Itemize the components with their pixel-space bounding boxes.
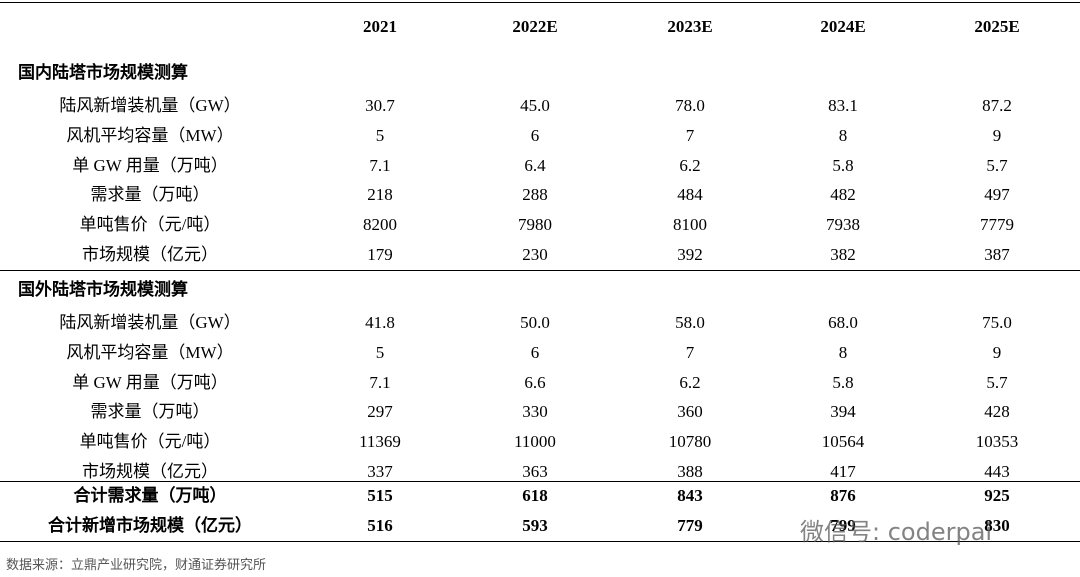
cell-value: 9: [992, 342, 1002, 362]
cell-value: 10564: [821, 432, 865, 452]
column-header: 2021: [363, 17, 397, 36]
cell-value: 7: [685, 125, 695, 145]
cell-value: 7: [685, 342, 695, 362]
cell-value: 9: [992, 125, 1002, 145]
cell-value: 6.2: [679, 372, 701, 392]
cell-value: 7779: [980, 215, 1014, 235]
cell-value: 68.0: [828, 313, 858, 332]
cell-value: 78.0: [675, 96, 705, 115]
total-label: 合计需求量（万吨）: [73, 486, 227, 505]
cell-value: 7.1: [369, 372, 391, 392]
cell-value: 5.7: [986, 155, 1008, 175]
total-label: 合计新增市场规模（亿元）: [48, 516, 252, 535]
cell-value: 482: [830, 185, 856, 205]
row-label: 市场规模（亿元）: [82, 462, 218, 481]
source-note: 数据来源：立鼎产业研究院，财通证券研究所: [6, 557, 267, 572]
cell-value: 7.1: [369, 155, 391, 175]
cell-value: 8: [838, 342, 848, 362]
cell-value: 11000: [514, 432, 556, 452]
cell-value: 230: [522, 245, 548, 264]
cell-value: 297: [367, 402, 393, 422]
total-value: 516: [367, 516, 393, 535]
row-label: 单吨售价（元/吨）: [79, 215, 221, 235]
column-header: 2025E: [974, 17, 1020, 36]
row-label: 陆风新增装机量（GW）: [59, 313, 241, 332]
cell-value: 6.6: [524, 372, 546, 392]
cell-value: 392: [677, 245, 703, 264]
cell-value: 5: [375, 342, 385, 362]
cell-value: 497: [984, 185, 1010, 205]
cell-value: 8200: [363, 215, 397, 235]
cell-value: 179: [367, 245, 393, 264]
cell-value: 11369: [359, 432, 401, 452]
row-label: 需求量（万吨）: [90, 185, 210, 205]
row-label: 陆风新增装机量（GW）: [59, 96, 241, 115]
total-value: 618: [522, 486, 548, 505]
cell-value: 484: [677, 185, 703, 205]
total-value: 925: [984, 486, 1010, 505]
cell-value: 83.1: [828, 96, 858, 115]
cell-value: 45.0: [520, 96, 550, 115]
rule: [0, 2, 1080, 3]
cell-value: 363: [522, 462, 548, 481]
rule: [0, 481, 1080, 482]
cell-value: 30.7: [365, 96, 395, 115]
cell-value: 7938: [826, 215, 860, 235]
cell-value: 6.4: [524, 155, 546, 175]
row-label: 单吨售价（元/吨）: [79, 432, 221, 452]
cell-value: 360: [677, 402, 703, 422]
cell-value: 218: [367, 185, 393, 205]
cell-value: 6.2: [679, 155, 701, 175]
cell-value: 428: [984, 402, 1010, 422]
section-title: 国内陆塔市场规模测算: [18, 63, 188, 82]
cell-value: 8100: [673, 215, 707, 235]
cell-value: 388: [677, 462, 703, 481]
total-value: 830: [984, 516, 1010, 535]
cell-value: 387: [984, 245, 1010, 264]
rule: [0, 541, 1080, 542]
cell-value: 288: [522, 185, 548, 205]
total-value: 515: [367, 486, 393, 505]
row-label: 单 GW 用量（万吨）: [72, 155, 228, 175]
cell-value: 50.0: [520, 313, 550, 332]
cell-value: 87.2: [982, 96, 1012, 115]
cell-value: 382: [830, 245, 856, 264]
row-label: 风机平均容量（MW）: [66, 342, 234, 362]
cell-value: 337: [367, 462, 393, 481]
row-label: 市场规模（亿元）: [82, 245, 218, 264]
cell-value: 75.0: [982, 313, 1012, 332]
cell-value: 5: [375, 125, 385, 145]
cell-value: 10780: [668, 432, 712, 452]
column-header: 2022E: [512, 17, 558, 36]
cell-value: 394: [830, 402, 856, 422]
total-value: 876: [830, 486, 856, 505]
cell-value: 58.0: [675, 313, 705, 332]
total-value: 593: [522, 516, 548, 535]
column-header: 2024E: [820, 17, 866, 36]
cell-value: 41.8: [365, 313, 395, 332]
cell-value: 10353: [975, 432, 1019, 452]
cell-value: 8: [838, 125, 848, 145]
total-value: 843: [677, 486, 703, 505]
total-value: 779: [677, 516, 703, 535]
row-label: 风机平均容量（MW）: [66, 125, 234, 145]
row-label: 需求量（万吨）: [90, 402, 210, 422]
watermark: 微信号: coderpai: [800, 518, 993, 546]
cell-value: 6: [530, 125, 540, 145]
column-header: 2023E: [667, 17, 713, 36]
total-value: 799: [830, 516, 856, 535]
cell-value: 5.8: [832, 372, 854, 392]
section-title: 国外陆塔市场规模测算: [18, 280, 188, 299]
cell-value: 7980: [518, 215, 552, 235]
cell-value: 330: [522, 402, 548, 422]
cell-value: 5.7: [986, 372, 1008, 392]
row-label: 单 GW 用量（万吨）: [72, 372, 228, 392]
cell-value: 417: [830, 462, 856, 481]
cell-value: 443: [984, 462, 1010, 481]
cell-value: 6: [530, 342, 540, 362]
rule: [0, 270, 1080, 271]
cell-value: 5.8: [832, 155, 854, 175]
